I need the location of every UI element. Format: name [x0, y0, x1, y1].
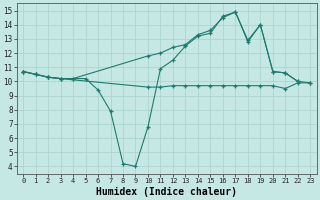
X-axis label: Humidex (Indice chaleur): Humidex (Indice chaleur)	[96, 186, 237, 197]
